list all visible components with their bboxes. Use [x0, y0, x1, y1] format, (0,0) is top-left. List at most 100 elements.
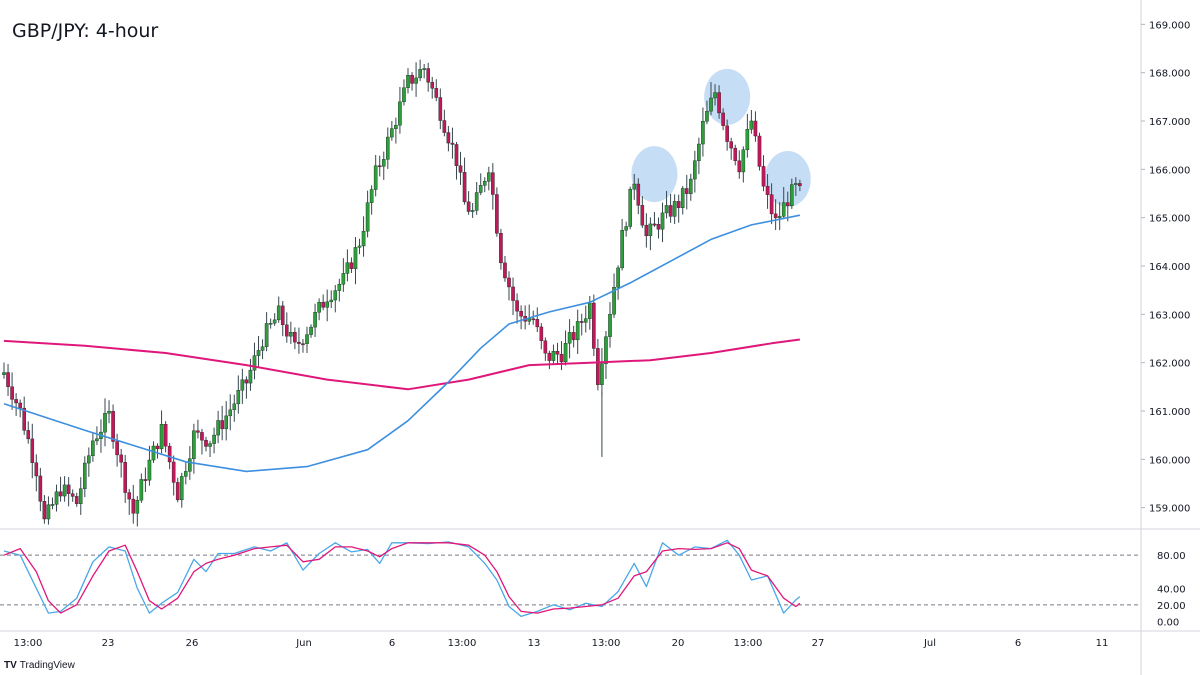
candle-body [410, 75, 414, 84]
candle [668, 193, 673, 223]
candle [232, 394, 237, 422]
candle [119, 448, 123, 478]
candle [785, 191, 790, 222]
candle [608, 302, 612, 348]
candle-body [325, 301, 330, 308]
candle-body [430, 82, 435, 89]
candle [640, 196, 645, 228]
candle-body [14, 399, 18, 404]
candle-body [119, 454, 123, 463]
candle [543, 337, 548, 361]
candle [660, 202, 665, 243]
candle-body [127, 492, 132, 500]
candle-body [612, 287, 616, 315]
time-tick-label: 20 [672, 638, 685, 649]
candle-body [216, 420, 220, 436]
candle [272, 313, 277, 326]
candle [652, 211, 657, 227]
candle [434, 79, 439, 102]
candle-body [264, 323, 269, 347]
candle [103, 398, 107, 447]
candle [446, 125, 451, 152]
stochastic-tick-label: 80.00 [1157, 551, 1186, 562]
candle [46, 496, 51, 525]
candle [547, 350, 552, 370]
candle-body [745, 129, 750, 151]
candle [289, 321, 293, 344]
candle [321, 294, 325, 311]
candle-body [741, 149, 746, 173]
candle-body [543, 340, 548, 354]
candle-body [87, 455, 91, 464]
candle [798, 179, 802, 192]
candle-body [349, 262, 354, 269]
candle [317, 298, 321, 321]
candle-body [620, 230, 624, 269]
candle-body [147, 459, 152, 481]
candle [628, 186, 632, 230]
candle-body [539, 326, 544, 341]
candle-body [285, 324, 289, 337]
highlight-circle [631, 146, 678, 203]
candle-body [507, 277, 511, 288]
candle [765, 174, 770, 209]
price-tick-label: 159.000 [1149, 504, 1190, 515]
candle-body [18, 402, 22, 409]
candle-body [474, 192, 479, 211]
candle [466, 191, 471, 215]
candle-body [664, 205, 669, 214]
candle-body [321, 301, 325, 308]
tradingview-brand[interactable]: TV TradingView [4, 660, 75, 671]
candle-body [301, 343, 305, 346]
candle-body [192, 430, 196, 459]
candle [624, 221, 628, 237]
candle-body [794, 183, 798, 185]
candle-body [547, 352, 552, 361]
time-tick-label: 13 [528, 638, 541, 649]
candle [454, 141, 459, 180]
candle-body [616, 267, 620, 288]
candle [345, 249, 350, 282]
candle-body [280, 305, 285, 326]
candle [648, 217, 653, 251]
candle-body [131, 498, 136, 514]
candle-body [785, 202, 790, 206]
candle-body [680, 188, 685, 208]
candle-body [668, 205, 673, 217]
candle [737, 150, 742, 179]
candle [95, 426, 99, 446]
time-tick-label: 13:00 [592, 638, 621, 649]
candle-body [515, 300, 519, 312]
candle-body [224, 415, 229, 430]
candle-body [689, 178, 693, 194]
candle [38, 467, 43, 512]
candle [777, 202, 782, 231]
candle [26, 421, 31, 444]
price-tick-label: 163.000 [1149, 310, 1190, 321]
candle [616, 265, 620, 300]
candle-body [624, 226, 628, 231]
highlight-circle [764, 151, 811, 207]
candle-body [123, 462, 127, 493]
candle [179, 472, 184, 508]
candle [600, 348, 604, 396]
candle-body [551, 351, 556, 361]
candle-body [171, 461, 176, 483]
candle [769, 183, 774, 225]
candle-body [503, 262, 507, 279]
candle-body [135, 499, 140, 514]
candle [10, 372, 14, 410]
candle [482, 177, 487, 193]
candle-body [781, 202, 786, 217]
candle-body [721, 112, 725, 126]
candle [268, 318, 273, 329]
candle [612, 273, 616, 318]
candle [676, 194, 681, 223]
candle-body [337, 284, 342, 291]
candle [224, 401, 229, 441]
candle-body [82, 462, 87, 489]
candle [620, 218, 624, 271]
candle [365, 190, 370, 238]
candle [644, 213, 649, 248]
